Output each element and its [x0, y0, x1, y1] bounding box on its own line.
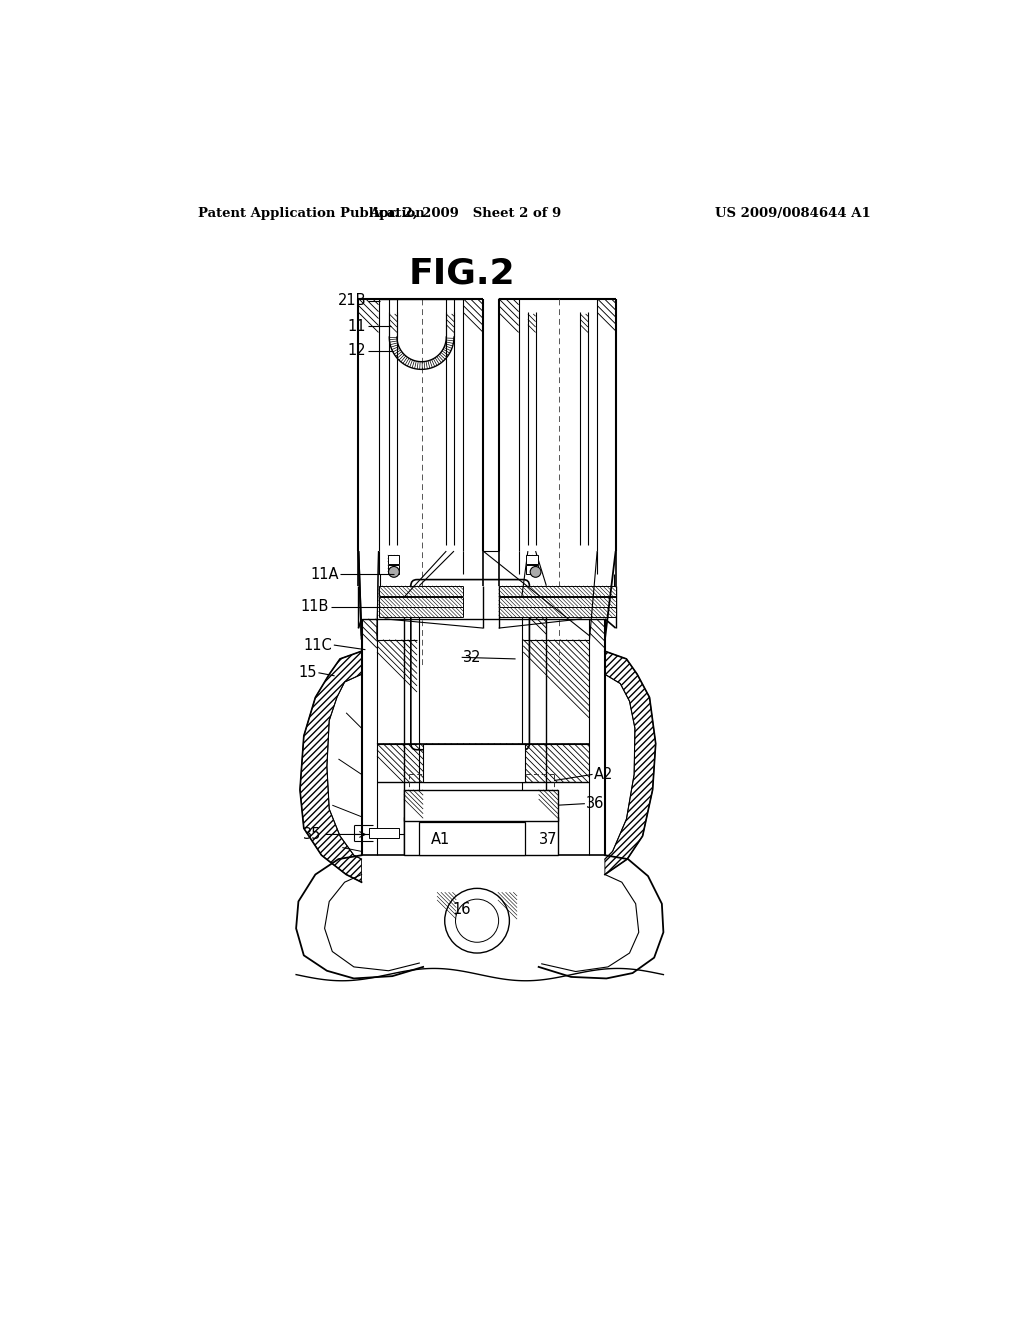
Bar: [403, 789, 423, 821]
Bar: [388, 565, 399, 574]
Bar: [379, 586, 463, 595]
Text: Apr. 2, 2009   Sheet 2 of 9: Apr. 2, 2009 Sheet 2 of 9: [370, 207, 561, 220]
Bar: [597, 298, 615, 552]
Text: 16: 16: [453, 902, 471, 916]
Text: 11C: 11C: [303, 638, 333, 652]
Bar: [521, 597, 547, 855]
Text: 36: 36: [587, 796, 605, 812]
Text: 15: 15: [298, 665, 316, 680]
Bar: [361, 619, 377, 855]
Bar: [370, 829, 398, 838]
Bar: [417, 586, 523, 743]
FancyBboxPatch shape: [411, 579, 529, 750]
Bar: [526, 554, 538, 564]
Bar: [463, 298, 483, 552]
Bar: [528, 314, 536, 544]
Text: A1: A1: [430, 832, 450, 846]
Bar: [403, 597, 419, 855]
Circle shape: [530, 566, 541, 577]
Bar: [526, 565, 538, 574]
Circle shape: [388, 566, 399, 577]
Bar: [377, 640, 417, 743]
Bar: [539, 789, 558, 821]
Bar: [370, 829, 398, 838]
Bar: [581, 314, 588, 544]
Bar: [377, 743, 590, 781]
Bar: [498, 892, 517, 949]
Bar: [358, 298, 379, 552]
Text: 32: 32: [463, 649, 481, 665]
Text: US 2009/0084644 A1: US 2009/0084644 A1: [715, 207, 870, 220]
Text: FIG.2: FIG.2: [409, 257, 515, 290]
Bar: [403, 817, 558, 855]
Bar: [379, 607, 463, 618]
Bar: [423, 743, 525, 781]
Bar: [388, 554, 399, 564]
Text: 12: 12: [347, 343, 367, 359]
Bar: [389, 314, 397, 544]
Text: 21B: 21B: [338, 293, 367, 309]
Bar: [499, 607, 615, 618]
Bar: [403, 789, 558, 821]
Bar: [388, 554, 399, 564]
Bar: [446, 314, 454, 544]
Bar: [379, 597, 463, 607]
Text: 35: 35: [303, 826, 322, 842]
Bar: [499, 586, 615, 595]
Bar: [526, 554, 538, 564]
Text: Patent Application Publication: Patent Application Publication: [199, 207, 425, 220]
Bar: [419, 822, 524, 855]
Text: A2: A2: [594, 767, 613, 781]
Text: 37: 37: [539, 832, 557, 846]
Bar: [499, 298, 518, 552]
Bar: [437, 892, 457, 949]
Bar: [590, 619, 605, 855]
Bar: [499, 597, 615, 607]
Bar: [388, 565, 399, 574]
Text: 11: 11: [348, 318, 367, 334]
Bar: [526, 565, 538, 574]
Text: 11A: 11A: [310, 566, 339, 582]
Text: 11B: 11B: [301, 599, 330, 614]
Bar: [523, 640, 590, 743]
